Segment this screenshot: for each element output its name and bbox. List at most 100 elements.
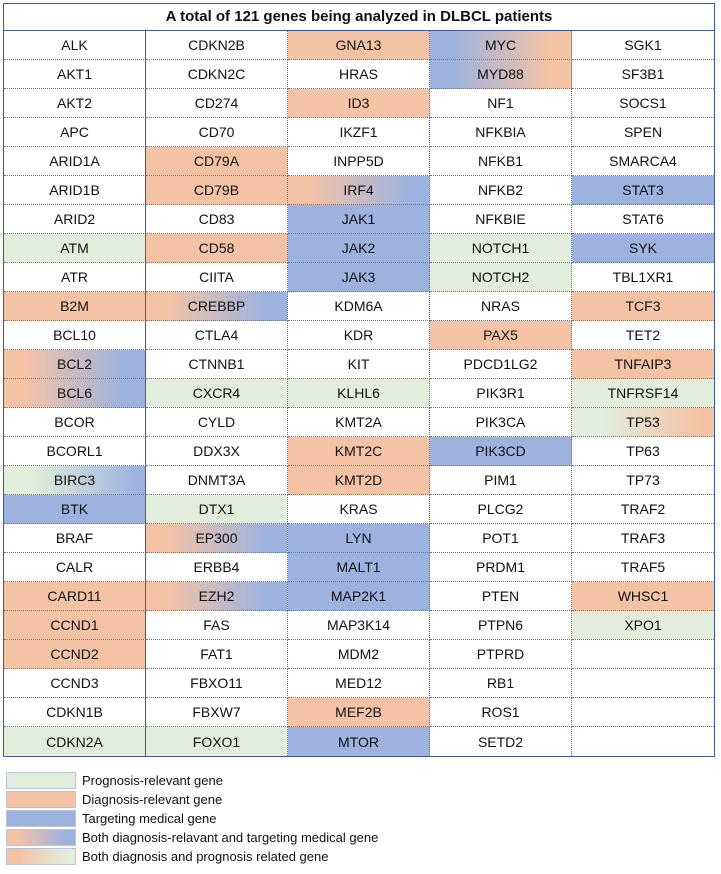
gene-cell: NOTCH2 xyxy=(430,263,572,292)
gene-cell: SMARCA4 xyxy=(572,147,714,176)
gene-cell: PRDM1 xyxy=(430,553,572,582)
gene-cell: CD70 xyxy=(146,118,288,147)
gene-cell: SOCS1 xyxy=(572,89,714,118)
gene-cell: BCOR xyxy=(4,408,146,437)
gene-cell xyxy=(572,640,714,669)
gene-cell: PIM1 xyxy=(430,466,572,495)
gene-cell: ALK xyxy=(4,31,146,60)
legend-label: Prognosis-relevant gene xyxy=(82,773,223,788)
legend: Prognosis-relevant gene Diagnosis-relevan… xyxy=(6,771,378,866)
gene-cell: MEF2B xyxy=(288,698,430,727)
gene-cell: NFKB1 xyxy=(430,147,572,176)
legend-item: Targeting medical gene xyxy=(6,809,378,828)
gene-cell: KIT xyxy=(288,350,430,379)
gene-cell: TRAF3 xyxy=(572,524,714,553)
gene-cell: AKT2 xyxy=(4,89,146,118)
gene-cell: TNFRSF14 xyxy=(572,379,714,408)
gene-cell: CALR xyxy=(4,553,146,582)
gene-cell: TET2 xyxy=(572,321,714,350)
gene-cell: DNMT3A xyxy=(146,466,288,495)
gene-cell: CYLD xyxy=(146,408,288,437)
gene-cell: BTK xyxy=(4,495,146,524)
gene-cell: B2M xyxy=(4,292,146,321)
gene-cell: APC xyxy=(4,118,146,147)
gene-cell: MTOR xyxy=(288,727,430,756)
gene-cell: KLHL6 xyxy=(288,379,430,408)
gene-grid: ALK CDKN2B GNA13 MYC SGK1 AKT1 CDKN2C HRAS MYD88… xyxy=(4,31,714,756)
gene-cell: MAP2K1 xyxy=(288,582,430,611)
legend-item: Both diagnosis and prognosis related gen… xyxy=(6,847,378,866)
gene-cell: DTX1 xyxy=(146,495,288,524)
gene-cell: MYC xyxy=(430,31,572,60)
gene-cell: GNA13 xyxy=(288,31,430,60)
gene-cell: KMT2D xyxy=(288,466,430,495)
gene-cell: BRAF xyxy=(4,524,146,553)
gene-cell: CD79B xyxy=(146,176,288,205)
gene-cell: PIK3CD xyxy=(430,437,572,466)
gene-cell: KMT2A xyxy=(288,408,430,437)
gene-cell: HRAS xyxy=(288,60,430,89)
gene-cell: RB1 xyxy=(430,669,572,698)
gene-cell: IKZF1 xyxy=(288,118,430,147)
gene-cell: XPO1 xyxy=(572,611,714,640)
gene-cell: TP73 xyxy=(572,466,714,495)
gene-cell: MAP3K14 xyxy=(288,611,430,640)
gene-cell: ERBB4 xyxy=(146,553,288,582)
gene-cell: JAK1 xyxy=(288,205,430,234)
gene-cell: SYK xyxy=(572,234,714,263)
gene-cell: TRAF5 xyxy=(572,553,714,582)
gene-cell: NFKB2 xyxy=(430,176,572,205)
gene-cell: CIITA xyxy=(146,263,288,292)
gene-cell: EP300 xyxy=(146,524,288,553)
gene-cell: FAS xyxy=(146,611,288,640)
gene-cell: CDKN2B xyxy=(146,31,288,60)
gene-cell: MDM2 xyxy=(288,640,430,669)
gene-cell: FBXW7 xyxy=(146,698,288,727)
gene-cell: JAK3 xyxy=(288,263,430,292)
gene-cell: NFKBIA xyxy=(430,118,572,147)
gene-cell: CTLA4 xyxy=(146,321,288,350)
gene-cell: CTNNB1 xyxy=(146,350,288,379)
gene-cell: TRAF2 xyxy=(572,495,714,524)
gene-cell xyxy=(572,669,714,698)
legend-label: Both diagnosis-relavant and targeting me… xyxy=(82,830,379,845)
gene-cell: BIRC3 xyxy=(4,466,146,495)
gene-cell: SPEN xyxy=(572,118,714,147)
gene-cell: LYN xyxy=(288,524,430,553)
gene-cell: NF1 xyxy=(430,89,572,118)
table-title: A total of 121 genes being analyzed in D… xyxy=(4,4,714,31)
gene-cell: PLCG2 xyxy=(430,495,572,524)
gene-cell xyxy=(572,727,714,756)
legend-swatch xyxy=(6,772,76,789)
gene-cell: FBXO11 xyxy=(146,669,288,698)
gene-cell: CCND3 xyxy=(4,669,146,698)
gene-cell: TCF3 xyxy=(572,292,714,321)
gene-cell: CXCR4 xyxy=(146,379,288,408)
gene-cell: BCL6 xyxy=(4,379,146,408)
gene-cell: WHSC1 xyxy=(572,582,714,611)
gene-cell: CREBBP xyxy=(146,292,288,321)
legend-swatch xyxy=(6,829,76,846)
gene-cell: CDKN2C xyxy=(146,60,288,89)
gene-cell: CD58 xyxy=(146,234,288,263)
gene-cell: SGK1 xyxy=(572,31,714,60)
gene-cell: MED12 xyxy=(288,669,430,698)
legend-swatch xyxy=(6,848,76,865)
gene-cell: PTPN6 xyxy=(430,611,572,640)
gene-cell xyxy=(572,698,714,727)
gene-cell: STAT3 xyxy=(572,176,714,205)
gene-cell: CDKN1B xyxy=(4,698,146,727)
gene-cell: PDCD1LG2 xyxy=(430,350,572,379)
gene-cell: KMT2C xyxy=(288,437,430,466)
gene-cell: PIK3R1 xyxy=(430,379,572,408)
gene-cell: ID3 xyxy=(288,89,430,118)
gene-cell: ARID2 xyxy=(4,205,146,234)
gene-cell: TP63 xyxy=(572,437,714,466)
legend-item: Diagnosis-relevant gene xyxy=(6,790,378,809)
gene-cell: CARD11 xyxy=(4,582,146,611)
gene-cell: IRF4 xyxy=(288,176,430,205)
gene-cell: AKT1 xyxy=(4,60,146,89)
gene-cell: POT1 xyxy=(430,524,572,553)
gene-cell: ARID1A xyxy=(4,147,146,176)
gene-cell: PTEN xyxy=(430,582,572,611)
